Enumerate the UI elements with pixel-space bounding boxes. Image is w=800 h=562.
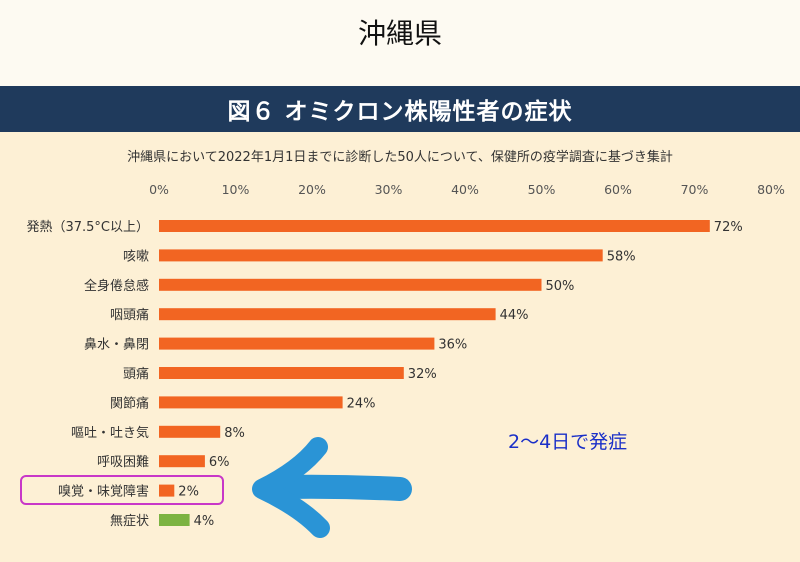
category-label: 無症状	[110, 514, 149, 529]
bar	[159, 278, 542, 291]
x-tick-label: 50%	[528, 182, 556, 197]
header-band	[0, 0, 800, 88]
arrow-icon	[252, 437, 412, 538]
value-label: 72%	[714, 220, 743, 235]
category-label: 頭痛	[123, 366, 149, 382]
bar	[159, 455, 205, 468]
category-label: 咽頭痛	[110, 307, 149, 323]
value-label: 8%	[224, 426, 245, 441]
x-tick-label: 30%	[375, 182, 403, 197]
value-label: 24%	[347, 396, 376, 411]
value-label: 36%	[438, 338, 467, 353]
bar	[159, 249, 603, 262]
bar	[159, 484, 175, 497]
chart-subtitle: 沖縄県において2022年1月1日までに診断した50人について、保健所の疫学調査に…	[127, 150, 673, 165]
category-label: 関節痛	[110, 395, 149, 411]
x-tick-label: 40%	[451, 182, 479, 197]
bar	[159, 425, 221, 438]
x-tick-label: 70%	[681, 182, 709, 197]
category-label: 全身倦怠感	[84, 278, 149, 294]
bar-series	[159, 220, 710, 526]
category-label: 嘔吐・吐き気	[71, 425, 149, 441]
x-tick-label: 10%	[222, 182, 250, 197]
x-tick-label: 80%	[757, 182, 785, 197]
prefecture-title: 沖縄県	[357, 17, 442, 50]
value-label: 4%	[194, 514, 215, 529]
value-label: 32%	[408, 367, 437, 382]
x-axis-ticks: 0% 10% 20% 30% 40% 50% 60% 70% 80%	[149, 182, 785, 197]
bar	[159, 396, 343, 409]
category-label: 呼吸困難	[97, 455, 149, 470]
onset-annotation: 2～4日で発症	[508, 431, 628, 453]
value-label: 6%	[209, 455, 230, 470]
bar	[159, 308, 496, 321]
value-label: 44%	[500, 308, 529, 323]
category-label: 嗅覚・味覚障害	[58, 484, 149, 500]
x-tick-label: 60%	[604, 182, 632, 197]
category-label: 咳嗽	[123, 249, 149, 264]
x-tick-label: 0%	[149, 182, 169, 197]
highlight-box	[20, 475, 224, 505]
bar	[159, 337, 435, 350]
figure-title-bar: 図６ オミクロン株陽性者の症状	[0, 86, 800, 132]
value-label: 50%	[546, 279, 575, 294]
value-labels: 72% 58% 50% 44% 36%32% 24% 8% 6% 2% 4%	[178, 220, 742, 529]
bar	[159, 367, 404, 379]
bar	[159, 220, 710, 232]
value-label: 58%	[607, 249, 636, 264]
figure-title: 図６ オミクロン株陽性者の症状	[227, 99, 573, 125]
category-labels: 発熱（37.5°C以上） 咳嗽全身倦怠感咽頭痛鼻水・鼻閉頭痛関節痛嘔吐・吐き気呼吸…	[26, 220, 149, 529]
x-tick-label: 20%	[298, 182, 326, 197]
value-label: 2%	[178, 485, 199, 500]
bar	[159, 514, 190, 526]
category-label: 鼻水・鼻閉	[84, 337, 149, 353]
category-label: 発熱（37.5°C以上）	[26, 220, 149, 235]
